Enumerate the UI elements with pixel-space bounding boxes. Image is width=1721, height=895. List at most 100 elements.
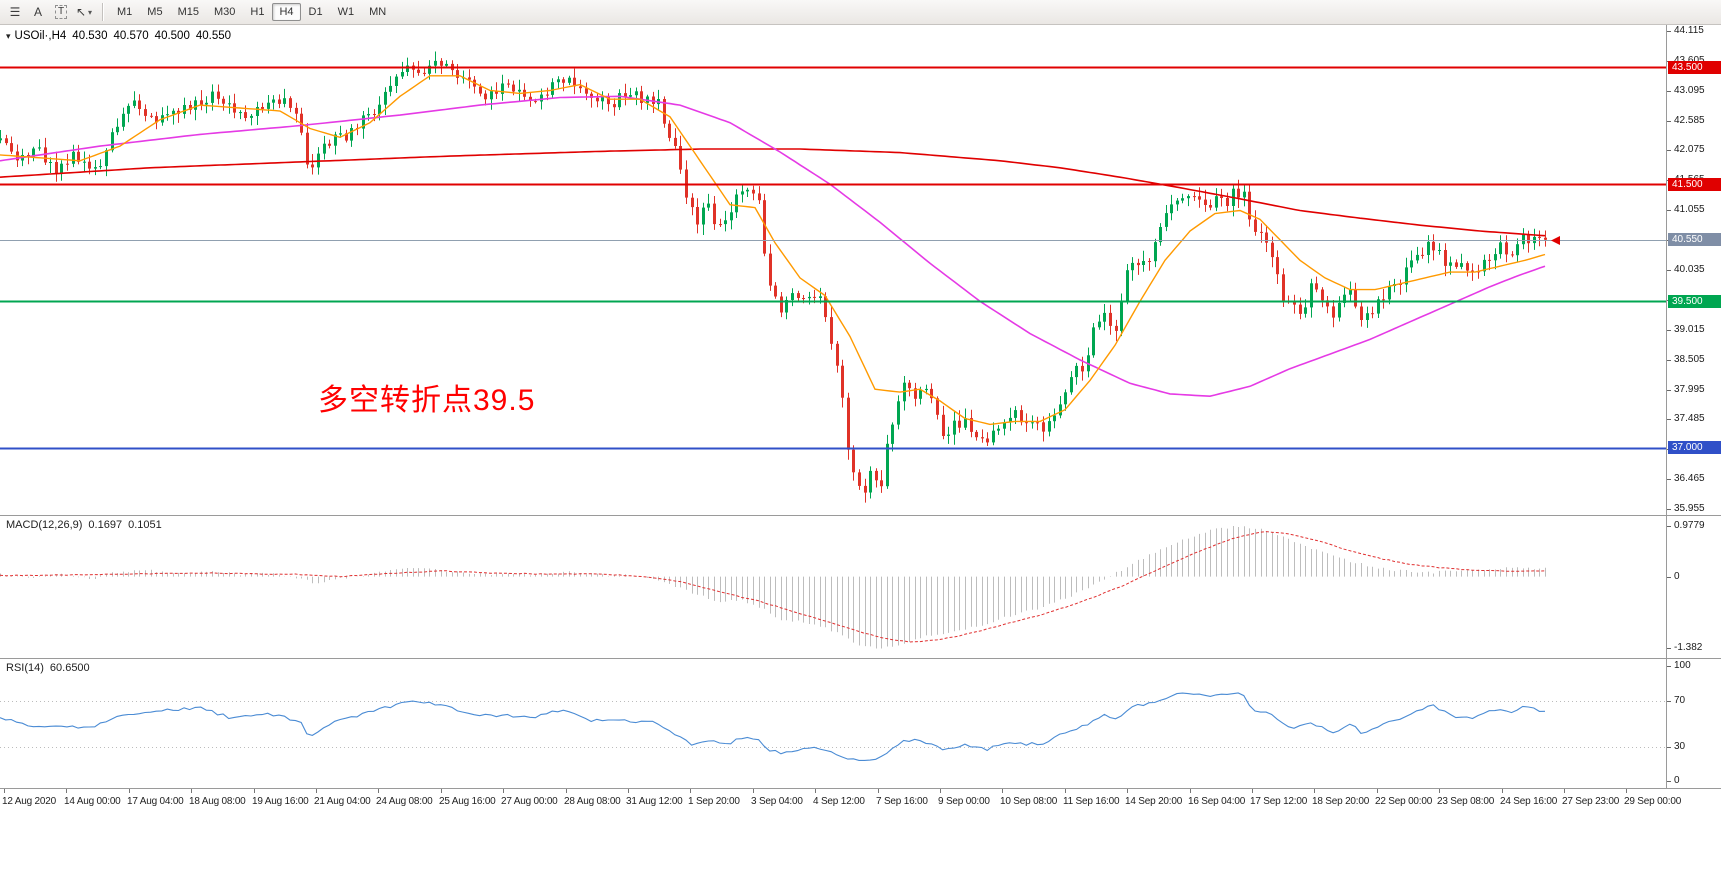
axis-tick xyxy=(1667,526,1671,527)
time-axis-label: 19 Aug 16:00 xyxy=(252,796,309,807)
timeframe-d1[interactable]: D1 xyxy=(308,6,323,18)
macd-axis[interactable]: 0.9779 0 -1.382 xyxy=(1666,516,1721,658)
axis-tick-label: 44.115 xyxy=(1674,25,1704,36)
time-axis[interactable]: 12 Aug 2020 14 Aug 00:00 17 Aug 04:00 18 Au… xyxy=(0,788,1721,812)
timeframe-m15[interactable]: M15 xyxy=(177,6,199,18)
axis-tick xyxy=(1667,31,1671,32)
time-axis-tick xyxy=(1564,789,1565,793)
time-axis-label: 9 Sep 00:00 xyxy=(938,796,990,807)
axis-tick-label: 38.505 xyxy=(1674,354,1705,365)
text-a-icon: A xyxy=(33,5,42,19)
axis-tick-label: 100 xyxy=(1674,660,1691,671)
axis-tick xyxy=(1667,360,1671,361)
chart-window: ▾ USOil·,H4 40.530 40.570 40.500 40.550 多空转折点… xyxy=(0,25,1721,895)
time-axis-label: 23 Sep 08:00 xyxy=(1437,796,1495,807)
time-axis-label: 24 Aug 08:00 xyxy=(376,796,433,807)
time-axis-label: 22 Sep 00:00 xyxy=(1375,796,1433,807)
toolbar: ☰ A T ↖ ▾ M1 M5 M15 M30 H1 H4 D1 W1 MN xyxy=(0,0,1721,25)
timeframe-h4[interactable]: H4 xyxy=(272,3,301,21)
text-a-icon[interactable]: A xyxy=(27,2,49,22)
timeframe-m30[interactable]: M30 xyxy=(213,6,236,18)
time-axis-tick xyxy=(1377,789,1378,793)
time-axis-label: 29 Sep 00:00 xyxy=(1624,796,1682,807)
time-axis-tick xyxy=(1439,789,1440,793)
axis-tick xyxy=(1667,781,1671,782)
time-axis-label: 17 Aug 04:00 xyxy=(127,796,184,807)
macd-histogram xyxy=(0,526,1546,649)
time-axis-label: 1 Sep 20:00 xyxy=(688,796,740,807)
time-axis-tick xyxy=(690,789,691,793)
quote-high: 40.570 xyxy=(113,30,149,42)
axis-tick-label: 70 xyxy=(1674,695,1686,706)
chart-annotation[interactable]: 多空转折点39.5 xyxy=(318,384,536,417)
cursor-icon: ↖ xyxy=(75,5,87,19)
time-axis-tick xyxy=(1065,789,1066,793)
indicator-list-icon: ☰ xyxy=(9,5,21,19)
macd-label: MACD(12,26,9) 0.1697 0.1051 xyxy=(6,519,162,531)
timeframe-w1[interactable]: W1 xyxy=(337,6,355,18)
time-axis-tick xyxy=(1314,789,1315,793)
time-axis-label: 24 Sep 16:00 xyxy=(1500,796,1558,807)
time-axis-label: 18 Aug 08:00 xyxy=(189,796,246,807)
time-axis-tick xyxy=(566,789,567,793)
time-axis-label: 27 Sep 23:00 xyxy=(1562,796,1620,807)
axis-tick-label: 0.9779 xyxy=(1674,520,1705,531)
axis-tick-label: 35.955 xyxy=(1674,503,1705,514)
axis-tick xyxy=(1667,270,1671,271)
time-axis-tick xyxy=(1626,789,1627,793)
axis-tick xyxy=(1667,479,1671,480)
time-axis-label: 17 Sep 12:00 xyxy=(1250,796,1308,807)
axis-tick-label: 43.605 xyxy=(1674,55,1705,66)
dropdown-caret-icon: ▾ xyxy=(88,7,93,17)
timeframe-mn[interactable]: MN xyxy=(369,6,387,18)
price-badge: 43.500 xyxy=(1668,61,1721,74)
axis-tick xyxy=(1667,150,1671,151)
text-box-icon: T xyxy=(54,5,68,19)
macd-value-signal: 0.1051 xyxy=(128,519,162,531)
main-chart-pane: ▾ USOil·,H4 40.530 40.570 40.500 40.550 多空转折点… xyxy=(0,25,1721,515)
cursor-icon[interactable]: ↖ ▾ xyxy=(73,2,95,22)
axis-tick xyxy=(1667,666,1671,667)
ma-fast-orange[interactable] xyxy=(0,75,1546,426)
timeframe-m5[interactable]: M5 xyxy=(147,6,163,18)
text-box-icon[interactable]: T xyxy=(50,2,72,22)
time-axis-label: 18 Sep 20:00 xyxy=(1312,796,1370,807)
axis-tick xyxy=(1667,747,1671,748)
rsi-canvas[interactable] xyxy=(0,659,1666,788)
rsi-axis[interactable]: 100 70 30 0 xyxy=(1666,659,1721,788)
main-chart-canvas[interactable] xyxy=(0,25,1666,515)
rsi-label: RSI(14) 60.6500 xyxy=(6,662,90,674)
time-axis-tick xyxy=(753,789,754,793)
quote-close: 40.550 xyxy=(195,30,232,42)
timeframe-toolbar: M1 M5 M15 M30 H1 H4 D1 W1 MN xyxy=(110,3,393,21)
indicator-list-icon[interactable]: ☰ xyxy=(4,2,26,22)
axis-tick-label: 0 xyxy=(1674,775,1680,786)
price-badge: 41.500 xyxy=(1668,178,1721,191)
time-axis-tick xyxy=(316,789,317,793)
time-axis-tick xyxy=(1502,789,1503,793)
timeframe-h1[interactable]: H1 xyxy=(250,6,265,18)
bottom-filler xyxy=(0,812,1721,895)
macd-canvas[interactable] xyxy=(0,516,1666,658)
price-axis[interactable]: 44.11543.60543.09542.58542.07541.56541.0… xyxy=(1666,25,1721,515)
current-price-marker xyxy=(1551,236,1560,245)
macd-value-main: 0.1697 xyxy=(88,519,123,531)
symbol-list-icon[interactable]: ▾ xyxy=(6,31,11,41)
macd-pane: MACD(12,26,9) 0.1697 0.1051 0.9779 0 -1.382 xyxy=(0,515,1721,658)
time-axis-tick xyxy=(441,789,442,793)
time-axis-tick xyxy=(628,789,629,793)
timeframe-m1[interactable]: M1 xyxy=(117,6,133,18)
time-axis-label: 31 Aug 12:00 xyxy=(626,796,683,807)
axis-tick xyxy=(1667,577,1671,578)
ma-slow-red[interactable] xyxy=(0,148,1546,237)
rsi-pane: RSI(14) 60.6500 100 70 30 0 xyxy=(0,658,1721,788)
time-axis-label: 25 Aug 16:00 xyxy=(439,796,496,807)
macd-signal-line[interactable] xyxy=(0,531,1546,643)
axis-tick xyxy=(1667,390,1671,391)
quote-low: 40.500 xyxy=(154,30,190,42)
ma-mid-magenta[interactable] xyxy=(0,95,1546,398)
ma-lines-layer xyxy=(0,75,1546,426)
time-axis-tick xyxy=(4,789,5,793)
rsi-line[interactable] xyxy=(0,692,1546,761)
